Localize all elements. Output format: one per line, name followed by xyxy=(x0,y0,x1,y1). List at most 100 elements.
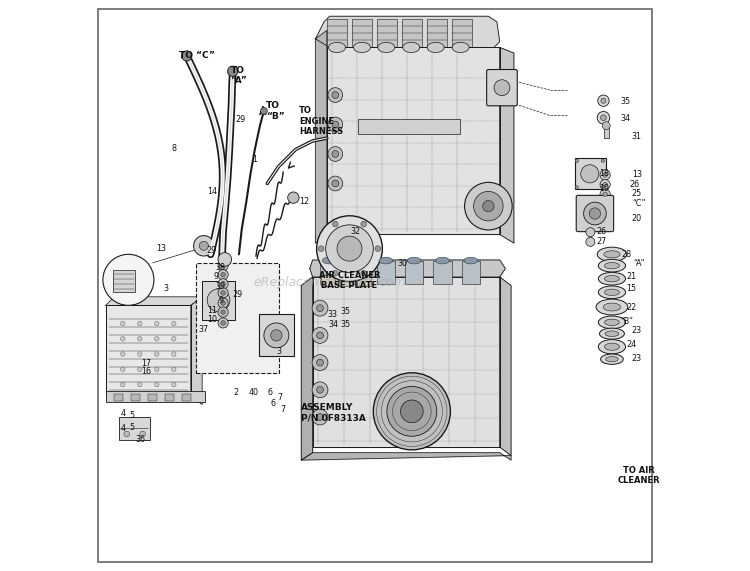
Circle shape xyxy=(220,301,225,305)
Ellipse shape xyxy=(379,257,392,264)
Polygon shape xyxy=(316,30,327,243)
Circle shape xyxy=(328,117,343,132)
Circle shape xyxy=(121,336,125,341)
Text: 37: 37 xyxy=(199,325,209,334)
Circle shape xyxy=(464,182,512,230)
Text: 4: 4 xyxy=(120,408,125,417)
Circle shape xyxy=(154,336,159,341)
Text: 29: 29 xyxy=(232,290,243,299)
Circle shape xyxy=(172,367,176,372)
Circle shape xyxy=(603,182,608,187)
Bar xyxy=(182,394,191,401)
Circle shape xyxy=(600,189,610,199)
Text: 3: 3 xyxy=(276,347,281,356)
Circle shape xyxy=(218,298,228,308)
Circle shape xyxy=(332,91,339,98)
Circle shape xyxy=(194,236,214,256)
Circle shape xyxy=(218,260,228,271)
Ellipse shape xyxy=(605,331,619,336)
Text: TO
“A”: TO “A” xyxy=(230,66,248,86)
Circle shape xyxy=(137,367,142,372)
Text: 19: 19 xyxy=(599,183,610,192)
Circle shape xyxy=(218,307,228,317)
Circle shape xyxy=(207,289,230,312)
Circle shape xyxy=(103,254,154,305)
Circle shape xyxy=(154,383,159,387)
Text: 35: 35 xyxy=(340,307,350,316)
Circle shape xyxy=(218,288,228,298)
Circle shape xyxy=(328,88,343,102)
Circle shape xyxy=(154,352,159,356)
Circle shape xyxy=(220,282,225,286)
Circle shape xyxy=(218,252,232,266)
Bar xyxy=(148,394,158,401)
Text: 2: 2 xyxy=(233,388,238,397)
Ellipse shape xyxy=(598,316,625,329)
Circle shape xyxy=(137,336,142,341)
Circle shape xyxy=(337,236,362,261)
Text: 34: 34 xyxy=(620,114,631,123)
Text: 32: 32 xyxy=(350,227,360,236)
Ellipse shape xyxy=(604,263,619,269)
Circle shape xyxy=(400,400,423,423)
Ellipse shape xyxy=(328,42,346,53)
Text: 9: 9 xyxy=(218,296,223,305)
Polygon shape xyxy=(310,260,506,277)
Text: 1: 1 xyxy=(252,155,257,164)
Text: 4: 4 xyxy=(120,424,125,433)
Ellipse shape xyxy=(598,259,625,272)
Bar xyxy=(376,260,394,284)
Text: TO
ENGINE
HARNESS: TO ENGINE HARNESS xyxy=(299,106,344,136)
Circle shape xyxy=(316,332,323,339)
Circle shape xyxy=(220,310,225,315)
Bar xyxy=(165,394,174,401)
Ellipse shape xyxy=(601,354,623,364)
Bar xyxy=(106,392,205,402)
Text: AIR CLEANER
BASE PLATE: AIR CLEANER BASE PLATE xyxy=(319,271,380,290)
Circle shape xyxy=(182,51,192,61)
FancyBboxPatch shape xyxy=(576,195,614,232)
Text: 10: 10 xyxy=(207,315,218,324)
Bar xyxy=(348,260,367,284)
Circle shape xyxy=(316,216,382,282)
Circle shape xyxy=(220,291,225,295)
Circle shape xyxy=(387,387,436,436)
Text: 12: 12 xyxy=(299,197,309,206)
Circle shape xyxy=(332,222,338,227)
Text: 20: 20 xyxy=(632,214,642,223)
Text: 5: 5 xyxy=(130,411,135,420)
Circle shape xyxy=(590,208,601,219)
Text: 27: 27 xyxy=(596,237,607,246)
Ellipse shape xyxy=(598,272,625,285)
Circle shape xyxy=(332,180,339,187)
Circle shape xyxy=(312,300,328,316)
Circle shape xyxy=(326,225,374,272)
Text: ASSEMBLY
P/N 0F8313A: ASSEMBLY P/N 0F8313A xyxy=(302,403,366,423)
Ellipse shape xyxy=(597,247,627,262)
Bar xyxy=(202,281,235,320)
Ellipse shape xyxy=(353,42,370,53)
Circle shape xyxy=(600,170,610,180)
Ellipse shape xyxy=(322,257,336,264)
Circle shape xyxy=(260,107,267,114)
Ellipse shape xyxy=(596,299,628,315)
Ellipse shape xyxy=(604,343,619,350)
Text: 30: 30 xyxy=(398,259,407,268)
Ellipse shape xyxy=(436,257,449,264)
Circle shape xyxy=(312,382,328,398)
Text: 25: 25 xyxy=(632,189,642,198)
Circle shape xyxy=(154,367,159,372)
Text: 24: 24 xyxy=(626,340,636,349)
Circle shape xyxy=(597,111,610,124)
Text: 35: 35 xyxy=(340,320,350,328)
Bar xyxy=(604,126,608,138)
Text: 26: 26 xyxy=(629,180,639,189)
Bar xyxy=(358,119,460,134)
Circle shape xyxy=(312,355,328,371)
Polygon shape xyxy=(302,453,511,460)
Circle shape xyxy=(361,222,367,227)
Text: 7: 7 xyxy=(280,405,286,413)
FancyBboxPatch shape xyxy=(487,70,518,106)
Circle shape xyxy=(218,270,228,280)
Circle shape xyxy=(575,186,578,189)
